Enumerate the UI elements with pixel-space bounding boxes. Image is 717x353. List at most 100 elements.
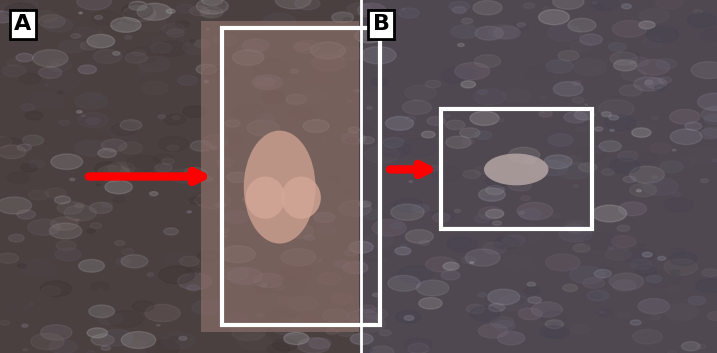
Circle shape bbox=[425, 80, 441, 88]
Circle shape bbox=[646, 275, 662, 283]
Circle shape bbox=[155, 163, 172, 172]
Circle shape bbox=[98, 31, 103, 33]
Circle shape bbox=[79, 12, 82, 14]
Circle shape bbox=[632, 329, 663, 344]
Circle shape bbox=[281, 249, 316, 266]
Circle shape bbox=[358, 201, 371, 207]
Circle shape bbox=[590, 293, 602, 299]
Circle shape bbox=[681, 342, 700, 351]
Circle shape bbox=[401, 244, 407, 247]
Circle shape bbox=[64, 205, 96, 221]
Circle shape bbox=[87, 328, 108, 338]
Circle shape bbox=[206, 28, 209, 30]
Circle shape bbox=[672, 192, 681, 197]
Circle shape bbox=[485, 185, 504, 195]
Circle shape bbox=[0, 11, 2, 12]
Circle shape bbox=[150, 192, 158, 196]
Circle shape bbox=[630, 57, 649, 66]
Circle shape bbox=[310, 42, 346, 59]
Circle shape bbox=[242, 39, 269, 52]
Circle shape bbox=[359, 305, 376, 313]
Circle shape bbox=[548, 24, 581, 41]
Circle shape bbox=[6, 59, 21, 66]
Circle shape bbox=[567, 220, 596, 235]
Circle shape bbox=[408, 118, 412, 120]
Circle shape bbox=[90, 223, 102, 229]
Circle shape bbox=[228, 268, 262, 285]
Circle shape bbox=[386, 116, 414, 130]
Circle shape bbox=[520, 209, 541, 219]
Circle shape bbox=[402, 138, 437, 156]
Circle shape bbox=[580, 34, 602, 45]
Circle shape bbox=[462, 18, 473, 24]
Circle shape bbox=[493, 221, 501, 225]
Circle shape bbox=[702, 269, 717, 277]
Circle shape bbox=[569, 324, 589, 334]
Circle shape bbox=[509, 180, 531, 191]
Circle shape bbox=[122, 249, 134, 255]
Circle shape bbox=[74, 27, 97, 38]
Circle shape bbox=[133, 301, 154, 311]
Circle shape bbox=[163, 228, 179, 235]
Circle shape bbox=[500, 245, 505, 247]
Circle shape bbox=[105, 180, 133, 194]
Circle shape bbox=[162, 23, 184, 34]
Circle shape bbox=[152, 36, 166, 43]
Circle shape bbox=[120, 120, 142, 130]
Circle shape bbox=[219, 228, 229, 233]
Circle shape bbox=[331, 293, 353, 304]
Circle shape bbox=[531, 302, 562, 317]
Circle shape bbox=[642, 37, 663, 47]
Circle shape bbox=[54, 196, 70, 204]
Circle shape bbox=[78, 65, 97, 74]
Circle shape bbox=[55, 248, 81, 261]
Circle shape bbox=[51, 154, 82, 169]
Circle shape bbox=[29, 28, 37, 31]
Circle shape bbox=[254, 273, 282, 288]
Circle shape bbox=[402, 8, 405, 10]
Circle shape bbox=[252, 75, 282, 90]
Circle shape bbox=[704, 114, 717, 125]
Circle shape bbox=[147, 273, 154, 276]
Circle shape bbox=[344, 190, 355, 196]
Circle shape bbox=[590, 159, 595, 162]
Circle shape bbox=[177, 4, 195, 13]
Circle shape bbox=[612, 236, 636, 247]
Circle shape bbox=[113, 197, 125, 202]
Circle shape bbox=[51, 217, 78, 231]
Circle shape bbox=[79, 259, 105, 272]
Circle shape bbox=[608, 246, 614, 249]
Circle shape bbox=[326, 329, 338, 334]
Circle shape bbox=[538, 10, 569, 25]
Circle shape bbox=[308, 72, 332, 84]
Circle shape bbox=[701, 107, 717, 121]
Circle shape bbox=[295, 43, 311, 51]
Circle shape bbox=[222, 235, 227, 238]
Circle shape bbox=[101, 346, 110, 350]
Circle shape bbox=[630, 166, 665, 183]
Circle shape bbox=[383, 259, 387, 261]
Circle shape bbox=[102, 164, 123, 175]
Circle shape bbox=[187, 211, 191, 213]
Circle shape bbox=[183, 106, 206, 117]
Circle shape bbox=[475, 26, 503, 40]
Circle shape bbox=[361, 209, 381, 219]
Circle shape bbox=[115, 240, 125, 246]
Circle shape bbox=[490, 166, 497, 169]
Circle shape bbox=[122, 3, 153, 18]
Circle shape bbox=[101, 139, 127, 151]
Circle shape bbox=[98, 149, 116, 158]
Text: A: A bbox=[14, 14, 32, 34]
Circle shape bbox=[178, 76, 198, 85]
Circle shape bbox=[272, 318, 307, 335]
Circle shape bbox=[494, 26, 521, 39]
Circle shape bbox=[640, 8, 669, 23]
Circle shape bbox=[703, 127, 717, 137]
Circle shape bbox=[203, 135, 228, 147]
Circle shape bbox=[490, 317, 514, 328]
Circle shape bbox=[591, 146, 606, 153]
Circle shape bbox=[443, 262, 459, 270]
Circle shape bbox=[349, 241, 374, 253]
Circle shape bbox=[372, 293, 379, 297]
Circle shape bbox=[224, 133, 244, 143]
